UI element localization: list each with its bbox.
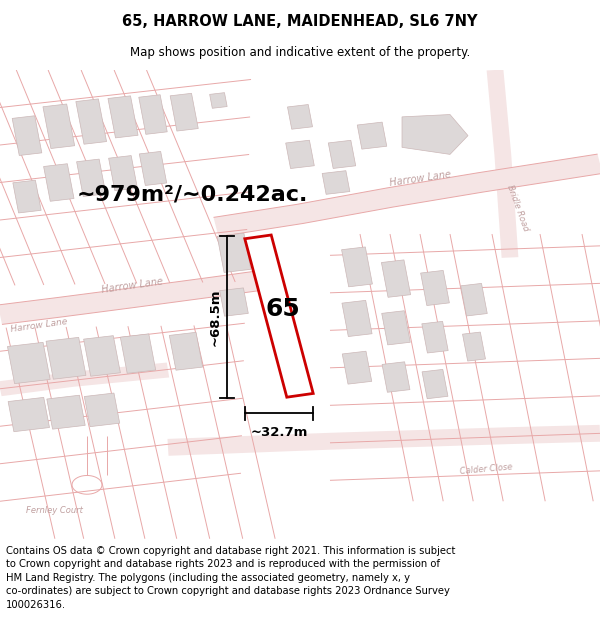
Bar xyxy=(209,92,227,108)
Bar xyxy=(108,96,138,138)
Text: Bridle Road: Bridle Road xyxy=(505,184,530,232)
Bar xyxy=(120,334,156,373)
Bar xyxy=(328,140,356,169)
Text: Calder Close: Calder Close xyxy=(459,462,513,476)
Bar xyxy=(47,395,85,429)
Bar xyxy=(170,93,198,131)
Bar xyxy=(77,159,106,196)
Text: Fernley Court: Fernley Court xyxy=(26,506,82,515)
Bar xyxy=(44,164,74,201)
Bar xyxy=(342,301,372,336)
Polygon shape xyxy=(214,154,600,237)
Bar xyxy=(7,342,50,384)
Text: 65, HARROW LANE, MAIDENHEAD, SL6 7NY: 65, HARROW LANE, MAIDENHEAD, SL6 7NY xyxy=(122,14,478,29)
Polygon shape xyxy=(0,362,169,396)
Text: Harrow Lane: Harrow Lane xyxy=(101,276,163,295)
Text: Map shows position and indicative extent of the property.: Map shows position and indicative extent… xyxy=(130,46,470,59)
Text: Harrow Lane: Harrow Lane xyxy=(10,317,68,334)
Bar xyxy=(46,338,86,379)
Polygon shape xyxy=(0,270,266,324)
Bar xyxy=(382,362,410,392)
Bar xyxy=(422,321,448,353)
Bar xyxy=(109,156,137,191)
Bar xyxy=(341,247,373,287)
Polygon shape xyxy=(487,69,518,258)
Bar xyxy=(382,260,410,298)
Bar xyxy=(342,351,372,384)
Bar xyxy=(421,271,449,306)
Polygon shape xyxy=(245,235,313,398)
Polygon shape xyxy=(402,114,468,154)
Bar xyxy=(220,288,248,316)
Bar xyxy=(287,104,313,129)
Bar xyxy=(382,311,410,345)
Text: ~32.7m: ~32.7m xyxy=(250,426,308,439)
Bar xyxy=(76,99,107,144)
Text: ~68.5m: ~68.5m xyxy=(208,289,221,346)
Bar xyxy=(139,95,167,134)
Bar xyxy=(84,393,120,427)
Bar xyxy=(357,122,387,149)
Bar xyxy=(463,332,485,361)
Bar xyxy=(8,398,49,432)
Bar xyxy=(422,369,448,399)
Bar xyxy=(217,233,251,272)
Text: Harrow Lane: Harrow Lane xyxy=(389,169,451,188)
Text: 65: 65 xyxy=(266,297,301,321)
Bar xyxy=(461,283,487,316)
Bar xyxy=(286,140,314,169)
Bar xyxy=(43,104,74,149)
Bar xyxy=(12,116,42,156)
Polygon shape xyxy=(167,425,600,456)
Bar xyxy=(13,180,41,213)
Bar xyxy=(169,332,203,370)
Text: Contains OS data © Crown copyright and database right 2021. This information is : Contains OS data © Crown copyright and d… xyxy=(6,546,455,610)
Bar xyxy=(322,171,350,194)
Bar xyxy=(139,151,167,186)
Text: ~979m²/~0.242ac.: ~979m²/~0.242ac. xyxy=(76,184,308,204)
Bar xyxy=(83,336,121,376)
